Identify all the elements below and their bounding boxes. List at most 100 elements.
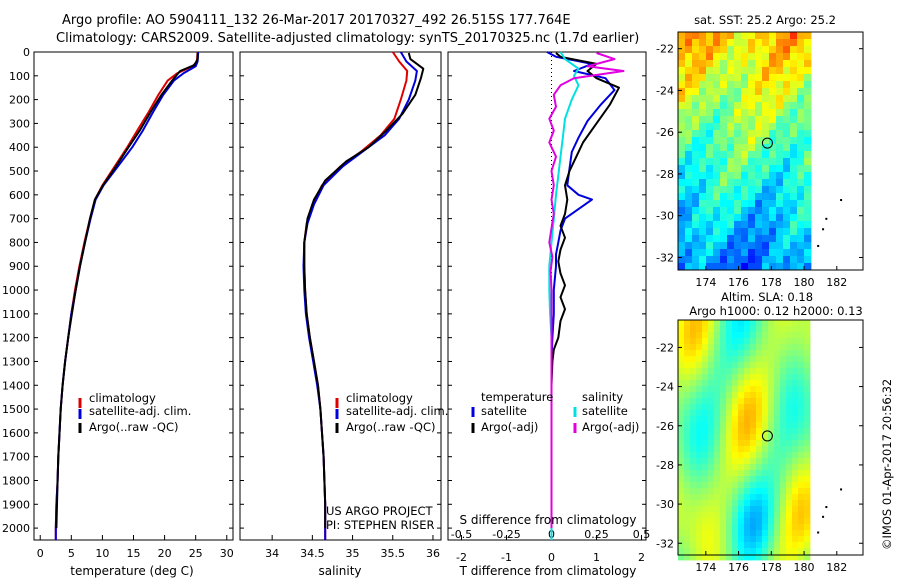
heatmap-cell bbox=[720, 137, 728, 145]
heatmap-cell bbox=[762, 458, 769, 465]
project-note-line-1: US ARGO PROJECT bbox=[326, 504, 434, 518]
heatmap-cell bbox=[738, 494, 745, 501]
heatmap-cell bbox=[774, 338, 781, 345]
heatmap-cell bbox=[699, 32, 707, 40]
heatmap-cell bbox=[768, 530, 775, 537]
heatmap-cell bbox=[762, 165, 770, 173]
heatmap-cell bbox=[685, 109, 693, 117]
heatmap-cell bbox=[696, 332, 703, 339]
heatmap-cell bbox=[792, 536, 799, 543]
heatmap-cell bbox=[732, 338, 739, 345]
heatmap-cell bbox=[738, 506, 745, 513]
heatmap-cell bbox=[685, 263, 693, 271]
heatmap-cell bbox=[798, 332, 805, 339]
heatmap-cell bbox=[684, 530, 691, 537]
heatmap-cell bbox=[732, 530, 739, 537]
heatmap-cell bbox=[714, 548, 721, 555]
heatmap-cell bbox=[804, 416, 811, 423]
heatmap-cell bbox=[702, 506, 709, 513]
heatmap-cell bbox=[792, 338, 799, 345]
heatmap-cell bbox=[726, 488, 733, 495]
heatmap-cell bbox=[690, 338, 697, 345]
heatmap-cell bbox=[692, 214, 700, 222]
heatmap-cell bbox=[798, 386, 805, 393]
heatmap-cell bbox=[708, 440, 715, 447]
heatmap-cell bbox=[690, 320, 697, 327]
heatmap-cell bbox=[732, 470, 739, 477]
heatmap-cell bbox=[792, 326, 799, 333]
heatmap-cell bbox=[696, 470, 703, 477]
heatmap-cell bbox=[776, 46, 784, 54]
heatmap-cell bbox=[774, 548, 781, 555]
heatmap-cell bbox=[690, 404, 697, 411]
heatmap-cell bbox=[762, 221, 770, 229]
heatmap-cell bbox=[720, 172, 728, 180]
heatmap-cell bbox=[699, 249, 707, 257]
heatmap-cell bbox=[734, 235, 742, 243]
heatmap-cell bbox=[768, 554, 775, 561]
heatmap-cell bbox=[804, 116, 812, 124]
heatmap-cell bbox=[727, 158, 735, 166]
heatmap-cell bbox=[696, 554, 703, 561]
heatmap-cell bbox=[790, 39, 798, 47]
heatmap-cell bbox=[804, 151, 812, 159]
heatmap-cell bbox=[798, 452, 805, 459]
heatmap-cell bbox=[684, 344, 691, 351]
heatmap-cell bbox=[786, 458, 793, 465]
heatmap-cell bbox=[804, 186, 812, 194]
heatmap-cell bbox=[750, 410, 757, 417]
heatmap-cell bbox=[762, 193, 770, 201]
heatmap-cell bbox=[708, 350, 715, 357]
heatmap-cell bbox=[690, 434, 697, 441]
heatmap-cell bbox=[713, 60, 721, 68]
heatmap-cell bbox=[790, 256, 798, 264]
heatmap-cell bbox=[702, 356, 709, 363]
heatmap-cell bbox=[702, 332, 709, 339]
heatmap-cell bbox=[804, 350, 811, 357]
heatmap-cell bbox=[702, 416, 709, 423]
heatmap-cell bbox=[727, 102, 735, 110]
heatmap-cell bbox=[804, 428, 811, 435]
heatmap-cell bbox=[768, 404, 775, 411]
heatmap-cell bbox=[726, 386, 733, 393]
heatmap-cell bbox=[727, 179, 735, 187]
heatmap-cell bbox=[790, 242, 798, 250]
sla-latitude-ticks: -22-24-26-28-30-32 bbox=[656, 341, 863, 550]
heatmap-cell bbox=[708, 446, 715, 453]
heatmap-cell bbox=[797, 32, 805, 40]
heatmap-cell bbox=[792, 428, 799, 435]
heatmap-cell bbox=[727, 172, 735, 180]
heatmap-cell bbox=[706, 263, 714, 271]
heatmap-cell bbox=[798, 458, 805, 465]
heatmap-cell bbox=[755, 207, 763, 215]
heatmap-cell bbox=[702, 542, 709, 549]
heatmap-cell bbox=[769, 81, 777, 89]
heatmap-cell bbox=[738, 440, 745, 447]
heatmap-cell bbox=[786, 452, 793, 459]
heatmap-cell bbox=[690, 410, 697, 417]
heatmap-cell bbox=[755, 32, 763, 40]
heatmap-cell bbox=[776, 228, 784, 236]
heatmap-cell bbox=[690, 524, 697, 531]
heatmap-cell bbox=[768, 416, 775, 423]
heatmap-cell bbox=[708, 386, 715, 393]
heatmap-cell bbox=[780, 548, 787, 555]
heatmap-cell bbox=[720, 422, 727, 429]
heatmap-cell bbox=[738, 404, 745, 411]
heatmap-cell bbox=[702, 374, 709, 381]
heatmap-cell bbox=[790, 46, 798, 54]
heatmap-cell bbox=[727, 200, 735, 208]
heatmap-cell bbox=[706, 46, 714, 54]
salinity-tick-labels: 34 34.5 35 35.5 36 bbox=[265, 535, 440, 560]
heatmap-cell bbox=[714, 428, 721, 435]
heatmap-cell bbox=[756, 470, 763, 477]
heatmap-cell bbox=[690, 512, 697, 519]
heatmap-cell bbox=[678, 428, 685, 435]
heatmap-cell bbox=[804, 74, 812, 82]
heatmap-cell bbox=[744, 512, 751, 519]
heatmap-cell bbox=[804, 67, 812, 75]
heatmap-cell bbox=[713, 256, 721, 264]
island-dot bbox=[825, 217, 828, 220]
heatmap-cell bbox=[768, 398, 775, 405]
